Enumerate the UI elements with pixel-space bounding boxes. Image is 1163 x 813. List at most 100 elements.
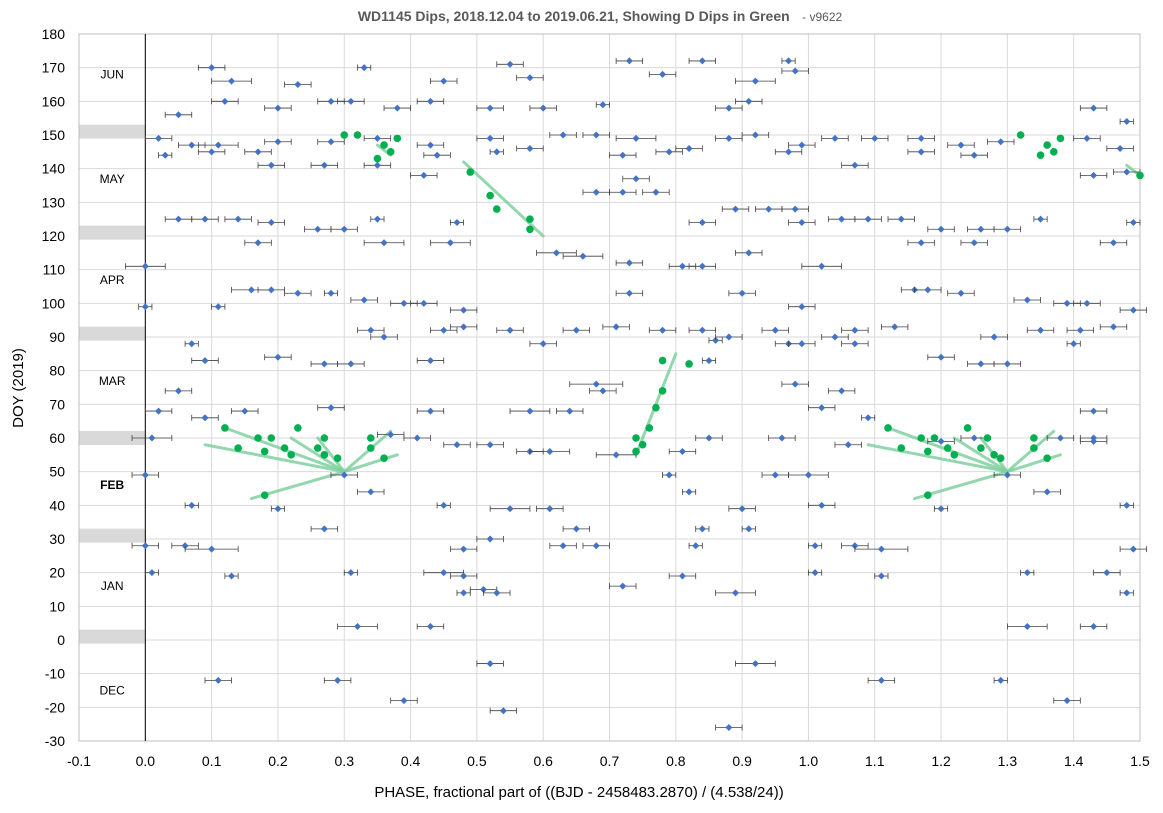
data-point-blue — [539, 340, 547, 348]
data-point-blue — [493, 148, 501, 156]
y-tick-label: 30 — [49, 531, 65, 547]
data-point-green — [386, 148, 395, 156]
data-point-green — [897, 444, 906, 452]
data-point-blue — [400, 697, 408, 705]
data-point-blue — [1037, 326, 1045, 334]
data-point-blue — [426, 357, 434, 365]
data-point-blue — [546, 447, 554, 455]
data-point-blue — [174, 215, 182, 223]
data-point-blue — [851, 340, 859, 348]
data-point-blue — [1090, 104, 1098, 112]
data-point-green — [1030, 434, 1038, 442]
data-point-green — [380, 141, 388, 149]
data-point-blue — [751, 131, 759, 139]
data-point-blue — [659, 70, 667, 78]
data-point-green — [320, 451, 329, 459]
data-point-green — [930, 434, 939, 442]
data-point-blue — [612, 451, 620, 459]
data-point-green — [652, 403, 660, 412]
data-point-blue — [1123, 118, 1131, 126]
data-point-blue — [499, 707, 507, 715]
x-tick-label: 0.1 — [202, 753, 222, 769]
data-point-blue — [354, 623, 362, 631]
data-point-blue — [426, 141, 434, 149]
data-point-blue — [373, 134, 381, 142]
data-point-blue — [208, 545, 216, 553]
data-point-blue — [798, 219, 806, 227]
data-point-blue — [228, 77, 236, 85]
data-point-blue — [725, 104, 733, 112]
data-point-blue — [1023, 623, 1031, 631]
data-point-blue — [619, 582, 627, 590]
x-tick-label: 0.0 — [136, 753, 156, 769]
data-point-blue — [141, 303, 149, 311]
data-point-blue — [373, 161, 381, 169]
data-point-blue — [745, 525, 753, 533]
data-point-blue — [831, 134, 839, 142]
trend-line — [203, 443, 346, 474]
data-point-blue — [1003, 471, 1011, 479]
data-point-blue — [1083, 299, 1091, 307]
data-point-blue — [294, 81, 302, 88]
data-point-blue — [1003, 360, 1011, 368]
data-point-blue — [267, 161, 275, 169]
data-point-blue — [625, 259, 633, 267]
data-point-blue — [871, 134, 879, 142]
data-point-green — [366, 444, 375, 452]
axes — [78, 33, 1141, 742]
data-point-blue — [632, 134, 640, 142]
data-point-blue — [486, 660, 494, 668]
data-point-green — [466, 168, 475, 176]
month-band — [79, 528, 146, 543]
data-point-blue — [1076, 326, 1084, 334]
data-point-blue — [426, 407, 434, 415]
data-point-blue — [360, 64, 368, 72]
data-point-blue — [274, 104, 282, 112]
data-point-blue — [320, 360, 328, 368]
data-point-blue — [937, 225, 945, 233]
data-point-green — [1030, 444, 1038, 452]
data-point-blue — [1129, 545, 1137, 553]
data-point-blue — [970, 434, 978, 442]
data-point-blue — [141, 262, 149, 270]
data-point-blue — [811, 569, 819, 577]
data-point-blue — [141, 471, 149, 479]
x-tick-label: 0.7 — [600, 753, 620, 769]
data-point-blue — [1037, 215, 1045, 223]
data-point-blue — [625, 57, 633, 65]
data-point-blue — [526, 74, 534, 82]
data-point-blue — [1129, 219, 1137, 227]
data-point-blue — [188, 501, 196, 509]
data-point-green — [943, 444, 952, 452]
month-band — [79, 629, 146, 644]
data-point-green — [950, 451, 959, 459]
y-tick-label: -30 — [45, 733, 65, 749]
data-point-blue — [440, 77, 448, 85]
data-point-green — [221, 424, 229, 432]
data-point-blue — [685, 488, 693, 496]
data-point-blue — [267, 286, 275, 294]
data-point-blue — [274, 138, 282, 146]
data-point-green — [1016, 131, 1025, 139]
data-point-green — [884, 424, 892, 432]
data-point-green — [658, 356, 667, 365]
data-point-blue — [420, 171, 428, 179]
data-point-blue — [851, 161, 859, 169]
data-point-green — [632, 447, 640, 456]
data-point-blue — [838, 215, 846, 223]
data-point-blue — [480, 586, 488, 593]
trend-line — [952, 436, 1009, 474]
data-point-blue — [818, 262, 826, 270]
month-label: JUN — [100, 67, 123, 81]
data-point-blue — [731, 205, 739, 213]
month-band — [79, 431, 146, 445]
y-tick-label: 50 — [49, 464, 65, 480]
data-point-blue — [188, 141, 196, 149]
data-point-blue — [678, 262, 686, 270]
data-point-blue — [493, 589, 501, 597]
trend-line — [866, 443, 1009, 474]
data-point-blue — [347, 97, 355, 105]
data-point-blue — [380, 333, 388, 341]
y-tick-label: 20 — [49, 565, 65, 581]
data-point-blue — [148, 434, 156, 442]
